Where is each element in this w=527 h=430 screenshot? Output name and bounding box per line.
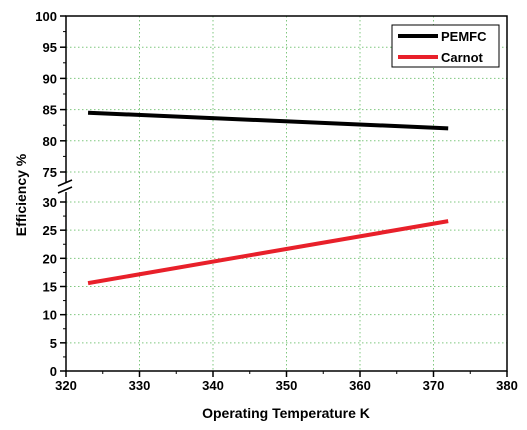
x-tick-label: 330 bbox=[129, 378, 151, 393]
y-tick-label: 85 bbox=[43, 103, 57, 118]
legend-label-pemfc: PEMFC bbox=[441, 29, 487, 44]
y-tick-label: 30 bbox=[43, 195, 57, 210]
series-line-pemfc bbox=[87, 110, 449, 131]
axis-break-gap bbox=[64, 182, 70, 192]
legend: PEMFC Carnot bbox=[391, 24, 500, 68]
y-tick-label: 100 bbox=[35, 9, 57, 24]
gridlines bbox=[66, 16, 507, 371]
x-tick-label: 360 bbox=[349, 378, 371, 393]
axis-ticks: 320 330 340 350 360 370 380 75 80 85 90 95 100 0 5 10 15… bbox=[35, 9, 518, 393]
axis-break-slash bbox=[57, 179, 73, 187]
x-tick-label: 380 bbox=[496, 378, 518, 393]
x-axis-title: Operating Temperature K bbox=[202, 405, 370, 421]
x-tick-label: 370 bbox=[423, 378, 445, 393]
y-tick-label: 80 bbox=[43, 134, 57, 149]
x-tick-label: 350 bbox=[276, 378, 298, 393]
y-tick-label: 95 bbox=[43, 40, 57, 55]
y-axis-title: Efficiency % bbox=[13, 153, 29, 236]
y-tick-label: 5 bbox=[50, 336, 57, 351]
legend-box bbox=[391, 24, 500, 68]
y-tick-label: 10 bbox=[43, 308, 57, 323]
legend-label-carnot: Carnot bbox=[441, 50, 484, 65]
x-tick-label: 320 bbox=[55, 378, 77, 393]
plot-area bbox=[66, 16, 507, 371]
x-tick-label: 340 bbox=[202, 378, 224, 393]
y-tick-label: 20 bbox=[43, 251, 57, 266]
series-lines bbox=[87, 110, 449, 286]
y-axis-break bbox=[57, 179, 73, 194]
axis-break-slash bbox=[57, 186, 73, 194]
y-tick-label: 25 bbox=[43, 223, 57, 238]
y-tick-label: 0 bbox=[50, 364, 57, 379]
y-tick-label: 90 bbox=[43, 71, 57, 86]
y-tick-label: 15 bbox=[43, 280, 57, 295]
series-line-carnot bbox=[87, 219, 449, 286]
y-tick-label: 75 bbox=[43, 165, 57, 180]
